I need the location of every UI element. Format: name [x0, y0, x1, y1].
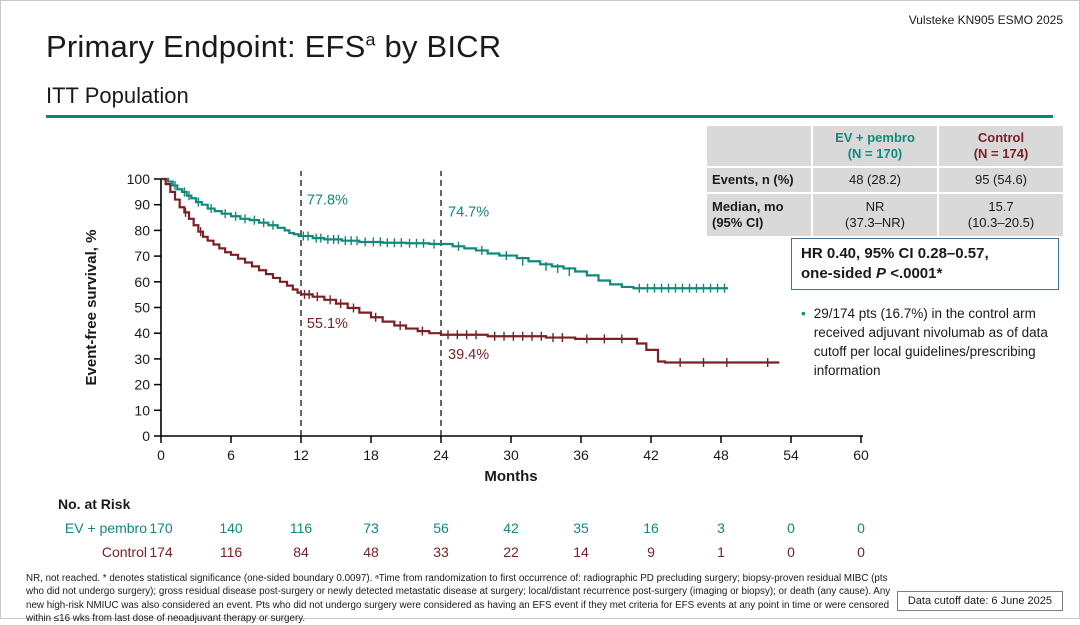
km-curve-ev-pembro [161, 177, 728, 290]
risk-value: 22 [503, 544, 519, 560]
hr-line2: one-sided P <.0001* [801, 264, 1049, 284]
x-tick-label: 12 [293, 447, 309, 463]
summary-header-control: Control (N = 174) [939, 126, 1063, 166]
page-title: Primary Endpoint: EFSa by BICR [46, 29, 501, 65]
curve-annotation: 39.4% [448, 347, 489, 363]
adjuvant-note: • 29/174 pts (16.7%) in the control arm … [801, 304, 1051, 381]
subtitle: ITT Population [46, 83, 189, 108]
y-tick-label: 100 [127, 171, 151, 187]
x-axis-label: Months [484, 468, 537, 485]
summary-value-events-ev: 48 (28.2) [813, 168, 937, 192]
risk-value: 0 [787, 544, 795, 560]
hr-line2-pvalue: P [876, 264, 887, 282]
y-tick-label: 50 [134, 300, 150, 316]
x-tick-label: 24 [433, 447, 449, 463]
curve-annotation: 74.7% [448, 204, 489, 220]
y-tick-label: 70 [134, 248, 150, 264]
x-tick-label: 54 [783, 447, 799, 463]
title-text: Primary Endpoint: EFS [46, 29, 366, 64]
x-tick-label: 0 [157, 447, 165, 463]
x-tick-label: 48 [713, 447, 729, 463]
curve-annotation: 55.1% [307, 316, 348, 332]
x-tick-label: 42 [643, 447, 659, 463]
hr-line1: HR 0.40, 95% CI 0.28–0.57, [801, 245, 989, 262]
note-text: 29/174 pts (16.7%) in the control arm re… [813, 306, 1048, 379]
risk-value: 33 [433, 544, 449, 560]
summary-value-median-ev: NR (37.3–NR) [813, 194, 937, 236]
x-tick-label: 60 [853, 447, 869, 463]
km-curve-control [161, 177, 780, 364]
km-chart: 0 10 20 30 40 50 60 70 80 90 100 0 6 12 18 24 30 36 42 48 54… [83, 171, 869, 485]
y-tick-label: 90 [134, 197, 150, 213]
risk-value: 14 [573, 544, 589, 560]
y-tick-label: 80 [134, 222, 150, 238]
risk-value: 73 [363, 520, 379, 536]
risk-value: 84 [293, 544, 309, 560]
risk-value: 0 [787, 520, 795, 536]
risk-table-title: No. at Risk [58, 496, 131, 512]
attribution-text: Vulsteke KN905 ESMO 2025 [908, 13, 1063, 27]
title-divider [46, 115, 1053, 118]
risk-value: 116 [289, 520, 313, 536]
title-text-rest: by BICR [375, 29, 502, 64]
title-superscript: a [365, 29, 376, 50]
y-tick-label: 40 [134, 325, 150, 341]
risk-value: 35 [573, 520, 589, 536]
footnote: NR, not reached. * denotes statistical s… [26, 573, 891, 624]
risk-row-label: Control [101, 544, 147, 560]
y-tick-label: 60 [134, 274, 150, 290]
y-tick-label: 30 [134, 351, 150, 367]
x-tick-label: 18 [363, 447, 379, 463]
risk-value: 3 [717, 520, 725, 536]
summary-corner-cell [707, 126, 811, 166]
risk-row-label: EV + pembro [64, 520, 147, 536]
summary-header-ev-pembro: EV + pembro (N = 170) [813, 126, 937, 166]
x-tick-label: 36 [573, 447, 589, 463]
risk-value: 0 [857, 520, 865, 536]
risk-value: 42 [503, 520, 519, 536]
summary-table: EV + pembro (N = 170) Control (N = 174) … [707, 126, 1063, 236]
risk-value: 0 [857, 544, 865, 560]
hr-line2-post: <.0001* [886, 264, 943, 282]
risk-value: 1 [717, 544, 725, 560]
x-tick-label: 6 [227, 447, 235, 463]
x-tick-label: 30 [503, 447, 519, 463]
y-tick-label: 0 [142, 428, 150, 444]
summary-value-median-control: 15.7 (10.3–20.5) [939, 194, 1063, 236]
hr-line2-pre: one-sided [801, 264, 877, 282]
risk-value: 170 [149, 520, 173, 536]
hazard-ratio-box: HR 0.40, 95% CI 0.28–0.57, one-sided P <… [791, 238, 1059, 290]
summary-row-label-median: Median, mo (95% CI) [707, 194, 811, 236]
y-tick-label: 10 [134, 402, 150, 418]
data-cutoff-box: Data cutoff date: 6 June 2025 [896, 591, 1063, 611]
risk-value: 140 [219, 520, 243, 536]
y-tick-label: 20 [134, 377, 150, 393]
curve-annotation: 77.8% [307, 193, 348, 209]
risk-value: 56 [433, 520, 449, 536]
risk-value: 174 [149, 544, 173, 560]
risk-value: 16 [643, 520, 659, 536]
y-axis-label: Event-free survival, % [83, 230, 100, 386]
risk-value: 48 [363, 544, 379, 560]
risk-value: 116 [219, 544, 243, 560]
summary-row-label-events: Events, n (%) [707, 168, 811, 192]
bullet-icon: • [801, 306, 806, 321]
risk-value: 9 [647, 544, 655, 560]
summary-value-events-control: 95 (54.6) [939, 168, 1063, 192]
